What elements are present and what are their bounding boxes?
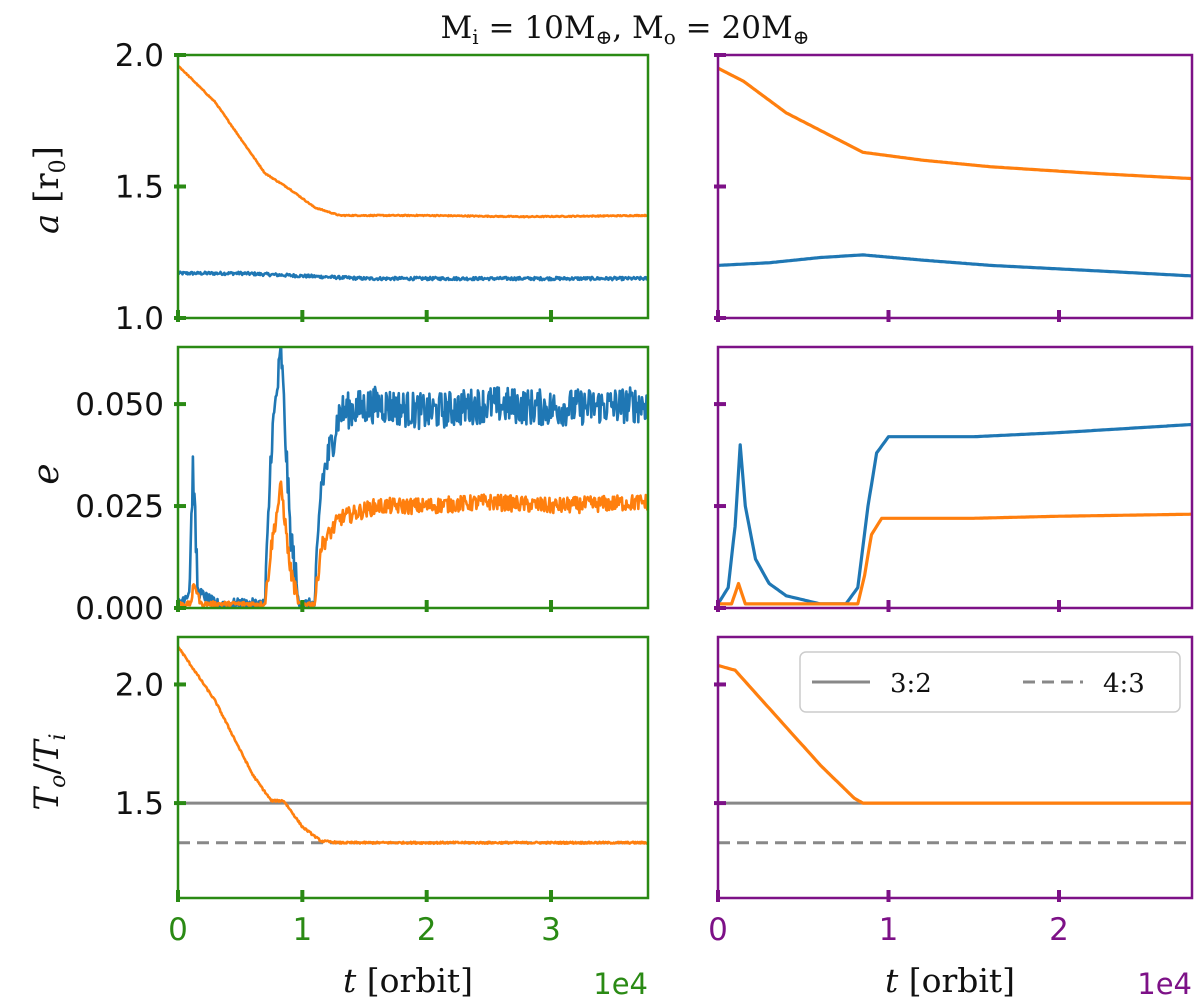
- ylabel-a: a [r0]: [27, 146, 71, 234]
- x-tick-label: 2: [417, 912, 437, 948]
- series-outer: [178, 64, 648, 219]
- panel-a-right: [714, 53, 1194, 322]
- ylabel-period-ratio: To/Ti: [27, 733, 71, 810]
- ylabel-e: e: [26, 463, 67, 484]
- x-tick-label: 1: [292, 912, 312, 948]
- x-multiplier-right: 1e4: [1137, 967, 1192, 1001]
- series-outer: [178, 480, 648, 608]
- panel-period-right: 0 1 2: [708, 635, 1194, 948]
- series-inner: [718, 253, 1192, 278]
- panel-period-left: 1.5 2.0 0 1 2 3: [115, 635, 650, 948]
- series-inner: [718, 422, 1192, 606]
- panel-frame: [716, 53, 1194, 320]
- y-tick-label: 0.050: [75, 387, 164, 423]
- x-tick-label: 0: [708, 912, 728, 948]
- y-tick-label: 0.000: [75, 591, 164, 627]
- panel-e-left: 0.000 0.025 0.050: [75, 345, 650, 627]
- series-inner: [178, 347, 648, 608]
- panel-frame: [176, 345, 650, 610]
- y-tick-label: 2.0: [115, 38, 164, 74]
- panel-frame: [176, 635, 650, 900]
- figure-title: Mi = 10M⊕, Mo = 20M⊕: [441, 10, 810, 49]
- series-tout-tin: [718, 663, 1192, 805]
- xlabel-left: t [orbit]: [343, 961, 473, 1000]
- panel-e-right: [714, 345, 1194, 612]
- y-tick-label: 1.5: [115, 170, 164, 206]
- x-multiplier-left: 1e4: [593, 967, 648, 1001]
- y-tick-label: 1.0: [115, 301, 164, 337]
- x-tick-label: 1: [879, 912, 899, 948]
- panel-frame: [716, 345, 1194, 610]
- x-tick-label: 0: [168, 912, 188, 948]
- legend-box: [799, 651, 1181, 713]
- legend-label-4-3: 4:3: [1103, 669, 1145, 699]
- panel-a-left: 1.0 1.5 2.0: [115, 38, 650, 337]
- y-tick-label: 2.0: [115, 667, 164, 703]
- y-tick-label: 1.5: [115, 786, 164, 822]
- x-tick-label: 3: [541, 912, 561, 948]
- xlabel-right: t [orbit]: [885, 961, 1015, 1000]
- x-tick-label: 2: [1049, 912, 1069, 948]
- series-outer: [718, 512, 1192, 606]
- series-tout-tin: [178, 645, 648, 845]
- legend: 3:2 4:3: [799, 651, 1181, 713]
- y-tick-label: 0.025: [75, 489, 164, 525]
- panel-frame: [716, 635, 1194, 900]
- legend-label-3-2: 3:2: [890, 669, 932, 699]
- series-inner: [178, 270, 648, 282]
- series-outer: [718, 66, 1192, 181]
